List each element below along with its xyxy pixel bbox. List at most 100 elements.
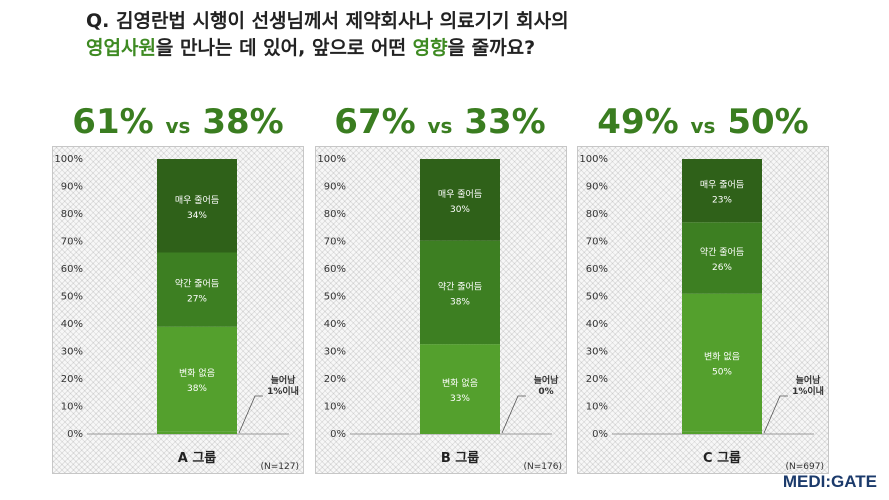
chart-b-ytick: 100% — [317, 154, 346, 165]
chart-panel-b: 0% 10% 20% 30% 40% 50% 60% 70% 80% 90% 100% 늘어남 0% 변화… — [315, 146, 567, 474]
headline-a: 61% vs 38% — [48, 102, 308, 142]
chart-c-ytick: 10% — [586, 402, 608, 413]
chart-b-ytick: 90% — [324, 182, 346, 193]
chart-c-segment-name: 변화 없음 — [704, 352, 740, 363]
chart-a-bar-segment — [157, 326, 237, 432]
chart-a-svg: 0% 10% 20% 30% 40% 50% 60% 70% 80% 90% 100% 늘어남1%이내… — [54, 154, 299, 472]
chart-c-ytick: 30% — [586, 347, 608, 358]
chart-b-segment-value: 33% — [450, 394, 470, 404]
chart-a-ytick: 80% — [61, 209, 83, 220]
chart-b-callout-value: 0% — [538, 387, 553, 397]
chart-c-bar-segment — [682, 159, 762, 223]
headline-b-left: 67% — [334, 102, 416, 142]
chart-b-segment-value: 38% — [450, 297, 470, 307]
chart-b-ytick: 0% — [330, 429, 346, 440]
chart-a-callout-value: 1%이내 — [267, 385, 299, 397]
chart-c-ytick: 100% — [579, 154, 608, 165]
chart-panel-a: 0% 10% 20% 30% 40% 50% 60% 70% 80% 90% 100% 늘어남 1%이내… — [52, 146, 304, 474]
chart-a-ytick: 40% — [61, 319, 83, 330]
chart-c-bar-segment — [682, 222, 762, 294]
chart-c-ytick: 20% — [586, 374, 608, 385]
chart-b-ytick: 40% — [324, 319, 346, 330]
chart-c-ytick: 70% — [586, 237, 608, 248]
chart-a-ytick: 100% — [54, 154, 83, 165]
headline-c-vs: vs — [690, 114, 716, 138]
headline-b-vs: vs — [427, 114, 453, 138]
chart-b-svg: 0%10%20%30%40%50%60%70%80%90%100%늘어남0%변화… — [317, 154, 562, 472]
chart-b-callout-name: 늘어남 — [534, 374, 560, 386]
chart-a-segment-name: 매우 줄어듬 — [175, 195, 219, 206]
chart-b-ytick: 10% — [324, 402, 346, 413]
chart-a-segment-name: 변화 없음 — [179, 368, 215, 379]
headline-a-vs: vs — [165, 114, 191, 138]
chart-a-bar-segment — [157, 252, 237, 327]
chart-a-callout-line — [238, 395, 263, 434]
chart-c-bar-segment — [682, 293, 762, 432]
question-line-2: 영업사원을 만나는 데 있어, 앞으로 어떤 영향을 줄까요? — [86, 35, 866, 62]
chart-b-segment-name: 변화 없음 — [442, 378, 478, 389]
chart-b-ytick: 50% — [324, 292, 346, 303]
headline-c-right: 50% — [727, 102, 809, 142]
chart-a-category-label: A 그룹 — [178, 450, 217, 466]
chart-a-ytick: 50% — [61, 292, 83, 303]
chart-a-segment-value: 38% — [187, 384, 207, 394]
chart-a-ytick: 10% — [61, 402, 83, 413]
headline-c-left: 49% — [597, 102, 679, 142]
chart-c-segment-name: 매우 줄어듬 — [700, 180, 744, 191]
chart-b-segment-value: 30% — [450, 205, 470, 215]
chart-b-ytick: 80% — [324, 209, 346, 220]
chart-a-segment-value: 34% — [187, 211, 207, 221]
chart-c-ytick: 60% — [586, 264, 608, 275]
chart-b-callout-line — [501, 395, 526, 434]
chart-a-bar-segment — [157, 159, 237, 253]
headline-b: 67% vs 33% — [310, 102, 570, 142]
chart-a-ytick: 90% — [61, 182, 83, 193]
chart-a-segment-name: 약간 줄어듬 — [175, 278, 219, 290]
chart-a-ytick: 60% — [61, 264, 83, 275]
chart-b-segment-name: 매우 줄어듬 — [438, 189, 482, 200]
headline-b-right: 33% — [464, 102, 546, 142]
chart-a-bar-segment — [157, 431, 237, 434]
chart-b-bar-segment — [420, 344, 500, 434]
chart-b-ytick: 60% — [324, 264, 346, 275]
chart-c-category-label: C 그룹 — [703, 450, 741, 466]
question-highlight-sales-rep: 영업사원 — [86, 37, 156, 59]
chart-c-ytick: 80% — [586, 209, 608, 220]
headline-c: 49% vs 50% — [573, 102, 833, 142]
question-line-1: Q. 김영란법 시행이 선생님께서 제약회사나 의료기기 회사의 — [86, 10, 569, 32]
question-highlight-effect: 영향 — [412, 37, 448, 59]
medigate-logo: MEDI:GATE — [782, 472, 877, 491]
chart-c-ytick: 50% — [586, 292, 608, 303]
question-text-end: 을 줄까요? — [447, 37, 536, 59]
chart-a-callout-name: 늘어남 — [271, 374, 297, 386]
chart-a-ytick: 0% — [67, 429, 83, 440]
chart-c-callout-name: 늘어남 — [796, 374, 822, 386]
chart-c-ytick: 0% — [592, 429, 608, 440]
chart-b-ytick: 70% — [324, 237, 346, 248]
chart-a-n-label: (N=127) — [261, 462, 299, 472]
chart-b-segment-name: 약간 줄어듬 — [438, 280, 482, 292]
chart-b-bar-segment — [420, 240, 500, 345]
chart-a-ytick: 20% — [61, 374, 83, 385]
chart-c-segment-value: 50% — [712, 368, 732, 378]
chart-c-segment-name: 약간 줄어듬 — [700, 246, 744, 258]
chart-c-callout-value: 1%이내 — [792, 385, 824, 397]
chart-c-ytick: 40% — [586, 319, 608, 330]
chart-b-category-label: B 그룹 — [441, 450, 479, 466]
chart-b-ytick: 30% — [324, 347, 346, 358]
chart-c-n-label: (N=697) — [786, 462, 824, 472]
chart-c-segment-value: 26% — [712, 263, 732, 273]
chart-a-ytick: 30% — [61, 347, 83, 358]
chart-b-ytick: 20% — [324, 374, 346, 385]
chart-c-svg: 0% 10% 20% 30% 40% 50% 60% 70% 80% 90% 100% 늘어남1%이내… — [579, 154, 824, 472]
chart-panel-c: 0% 10% 20% 30% 40% 50% 60% 70% 80% 90% 100% 늘어남 1%이내… — [577, 146, 829, 474]
chart-b-bar-segment — [420, 159, 500, 241]
chart-a-segment-value: 27% — [187, 295, 207, 305]
chart-c-callout-line — [763, 395, 788, 434]
chart-c-bar-segment — [682, 431, 762, 434]
headline-a-right: 38% — [202, 102, 284, 142]
headline-a-left: 61% — [72, 102, 154, 142]
question-title: Q. 김영란법 시행이 선생님께서 제약회사나 의료기기 회사의 영업사원을 만… — [86, 8, 866, 62]
chart-c-ytick: 90% — [586, 182, 608, 193]
question-text-middle: 을 만나는 데 있어, 앞으로 어떤 — [155, 37, 413, 59]
